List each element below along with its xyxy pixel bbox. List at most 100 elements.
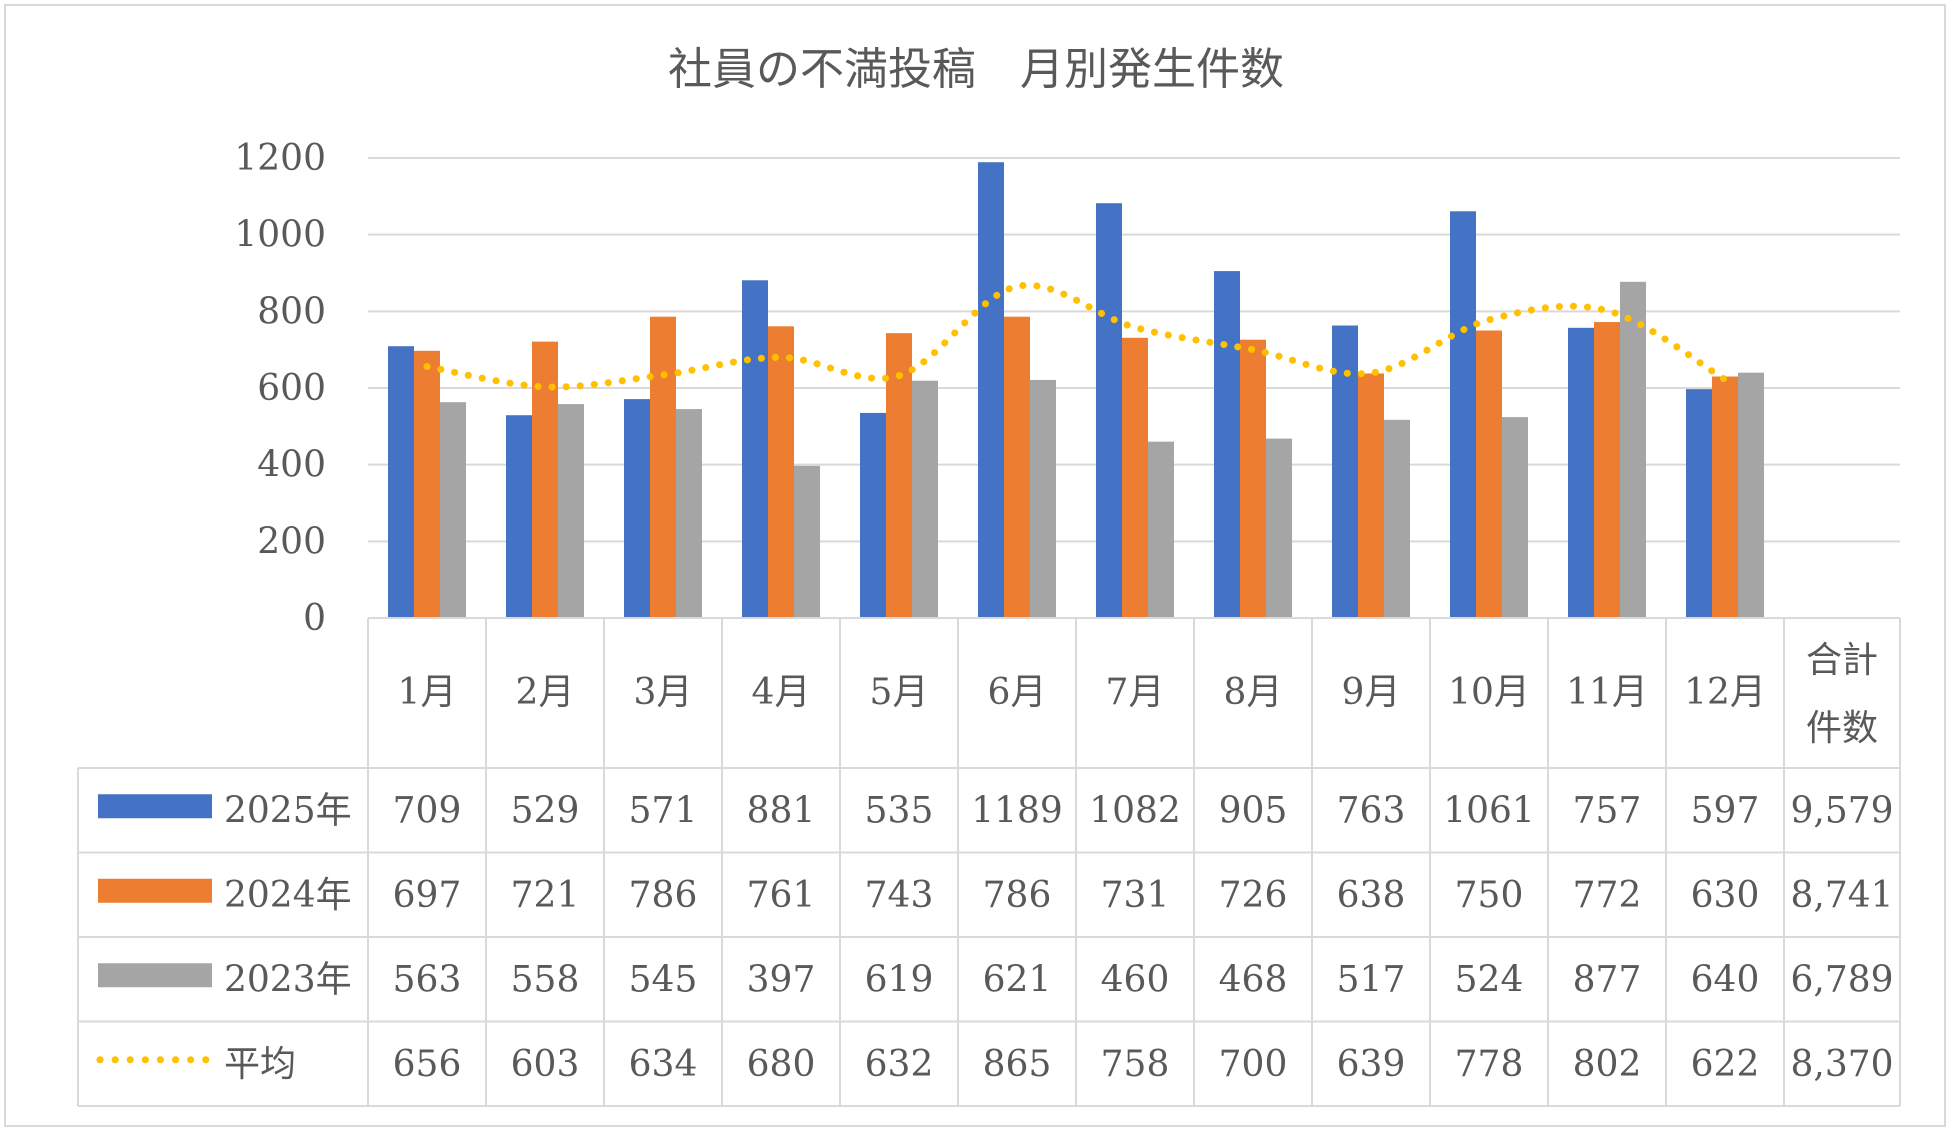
category-label: 8月: [1224, 672, 1283, 713]
legend-key-2025年: [98, 794, 212, 819]
data-cell: 468: [1219, 959, 1288, 1000]
bar-2024年-6月: [1004, 316, 1030, 618]
data-cell: 802: [1573, 1044, 1642, 1085]
bar-2024年-7月: [1122, 337, 1148, 618]
bar-2025年-8月: [1214, 271, 1240, 618]
bar-2023年-9月: [1384, 419, 1410, 618]
bar-2025年-3月: [624, 399, 650, 618]
data-cell: 639: [1337, 1044, 1406, 1085]
data-cell: 1189: [971, 790, 1063, 831]
data-cell: 877: [1573, 959, 1642, 1000]
data-cell: 865: [983, 1044, 1052, 1085]
series-name: 2024年: [224, 875, 352, 916]
data-cell: 535: [865, 790, 934, 831]
data-cell: 786: [983, 875, 1052, 916]
bar-2025年-2月: [506, 415, 532, 618]
bar-2023年-3月: [676, 409, 702, 618]
bar-2025年-1月: [388, 346, 414, 618]
category-label: 5月: [870, 672, 929, 713]
y-tick-label: 200: [257, 521, 326, 562]
data-cell: 638: [1337, 875, 1406, 916]
data-cell: 1082: [1089, 790, 1181, 831]
average-line: [423, 281, 1729, 391]
total-header-label: 合計: [1806, 640, 1878, 681]
series-name: 平均: [224, 1044, 296, 1085]
bar-2024年-3月: [650, 316, 676, 618]
data-cell: 397: [747, 959, 816, 1000]
y-axis: 0 200 400 600 800 1000 1200: [234, 138, 326, 639]
bar-2025年-5月: [860, 412, 886, 618]
total-cell: 8,741: [1790, 875, 1893, 916]
bar-2023年-2月: [558, 404, 584, 618]
category-label: 1月: [398, 672, 457, 713]
data-cell: 517: [1337, 959, 1406, 1000]
y-tick-label: 800: [257, 291, 326, 332]
data-cell: 545: [629, 959, 698, 1000]
data-cell: 786: [629, 875, 698, 916]
data-cell: 640: [1691, 959, 1760, 1000]
data-cell: 1061: [1443, 790, 1535, 831]
bar-2024年-5月: [886, 333, 912, 618]
y-tick-label: 1000: [234, 215, 326, 256]
y-tick-label: 600: [257, 368, 326, 409]
bar-2024年-10月: [1476, 330, 1502, 618]
bar-2023年-7月: [1148, 441, 1174, 618]
bar-2025年-4月: [742, 280, 768, 618]
data-cell: 905: [1219, 790, 1288, 831]
data-cell: 603: [511, 1044, 580, 1085]
data-cell: 558: [511, 959, 580, 1000]
data-cell: 656: [393, 1044, 462, 1085]
data-cell: 726: [1219, 875, 1288, 916]
data-cell: 758: [1101, 1044, 1170, 1085]
series-name: 2025年: [224, 790, 352, 831]
data-cell: 619: [865, 959, 934, 1000]
data-cell: 757: [1573, 790, 1642, 831]
bars: [388, 162, 1764, 619]
category-label: 2月: [516, 672, 575, 713]
bar-2023年-10月: [1502, 417, 1528, 618]
data-cell: 634: [629, 1044, 698, 1085]
data-cell: 731: [1101, 875, 1170, 916]
bar-2025年-10月: [1450, 211, 1476, 619]
chart-frame: [4, 4, 1946, 1127]
data-cell: 772: [1573, 875, 1642, 916]
bar-2025年-7月: [1096, 203, 1122, 618]
bar-2024年-1月: [414, 350, 440, 618]
bar-2024年-11月: [1594, 322, 1620, 618]
bar-2024年-8月: [1240, 339, 1266, 618]
bar-2023年-1月: [440, 402, 466, 618]
category-label: 12月: [1684, 672, 1766, 713]
total-cell: 6,789: [1790, 959, 1893, 1000]
category-label: 6月: [988, 672, 1047, 713]
category-label: 10月: [1448, 672, 1530, 713]
y-tick-label: 400: [257, 445, 326, 486]
data-cell: 743: [865, 875, 934, 916]
total-header-label: 件数: [1806, 708, 1878, 749]
y-tick-label: 0: [303, 598, 326, 639]
data-cell: 621: [983, 959, 1052, 1000]
bar-2024年-12月: [1712, 376, 1738, 618]
data-cell: 622: [1691, 1044, 1760, 1085]
data-cell: 563: [393, 959, 462, 1000]
bar-2023年-8月: [1266, 438, 1292, 618]
bar-2024年-2月: [532, 341, 558, 618]
data-cell: 761: [747, 875, 816, 916]
y-tick-label: 1200: [234, 138, 326, 179]
data-cell: 700: [1219, 1044, 1288, 1085]
bar-2024年-9月: [1358, 373, 1384, 618]
category-label: 3月: [634, 672, 693, 713]
data-cell: 721: [511, 875, 580, 916]
bar-2025年-11月: [1568, 327, 1594, 618]
bar-2023年-4月: [794, 465, 820, 618]
category-label: 7月: [1106, 672, 1165, 713]
total-cell: 8,370: [1790, 1044, 1893, 1085]
bar-2023年-12月: [1738, 372, 1764, 618]
category-label: 9月: [1342, 672, 1401, 713]
data-cell: 763: [1337, 790, 1406, 831]
data-cell: 778: [1455, 1044, 1524, 1085]
data-cell: 460: [1101, 959, 1170, 1000]
data-cell: 571: [629, 790, 698, 831]
bar-2025年-6月: [978, 162, 1004, 618]
